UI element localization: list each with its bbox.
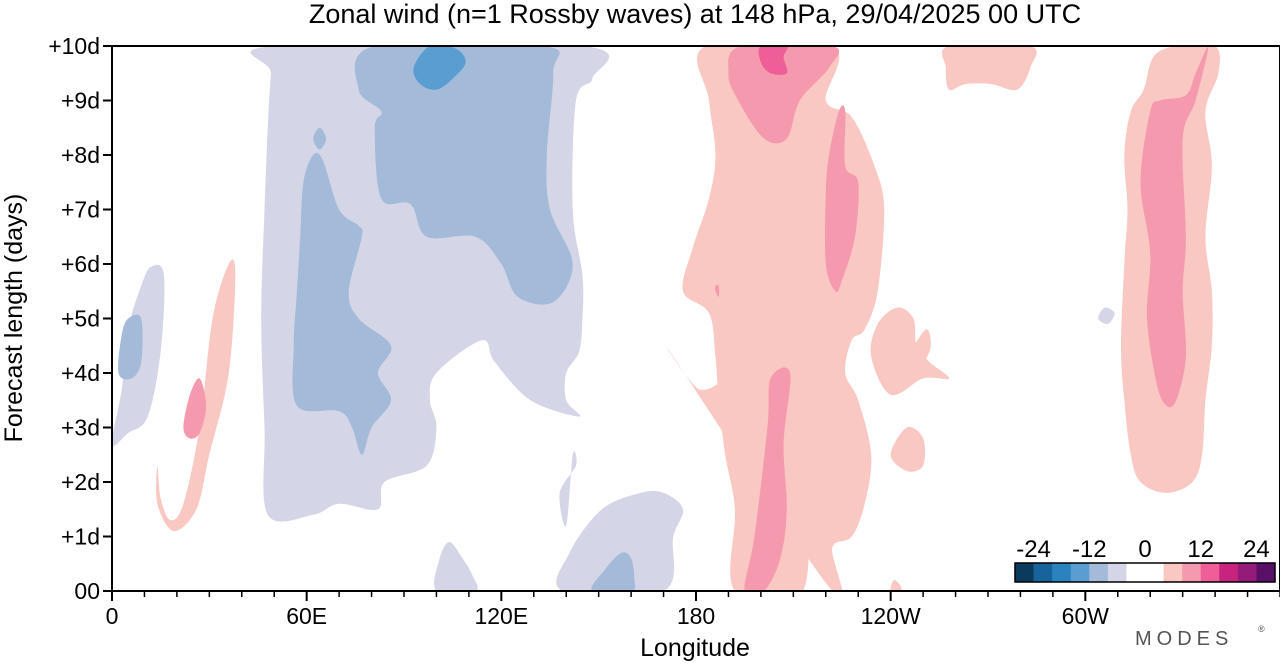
y-axis-label: Forecast length (days) [0, 194, 28, 443]
colorbar-label: 12 [1187, 536, 1214, 563]
colorbar-swatch [1107, 563, 1127, 582]
contour-region-17 [870, 307, 950, 396]
y-tick-label: +7d [61, 197, 100, 223]
colorbar-legend: -24 -12 0 12 24 [1012, 535, 1278, 585]
y-tick-label: 00 [74, 578, 100, 604]
x-axis-label: Longitude [640, 634, 750, 662]
colorbar-swatch [1163, 563, 1183, 582]
y-tick-label: +5d [61, 306, 100, 332]
contour-region-3 [183, 378, 207, 439]
colorbar-swatch [1015, 563, 1035, 582]
y-tick-label: +8d [61, 142, 100, 168]
colorbar-swatch [1033, 563, 1053, 582]
colorbar-frame [1014, 562, 1276, 583]
colorbar-swatch [1070, 563, 1090, 582]
contour-region-6 [354, 46, 573, 305]
modes-logo: MODES ® [1135, 624, 1265, 650]
colorbar-swatch [1182, 563, 1202, 582]
contour-region-23 [744, 367, 791, 591]
contour-region-18 [893, 329, 931, 380]
y-tick-label: +4d [61, 360, 100, 386]
x-axis: 0 60E 120E 180 120W 60W [106, 591, 1280, 629]
contour-region-10 [556, 490, 684, 591]
y-tick-label: +2d [61, 469, 100, 495]
contour-region-27 [758, 46, 788, 75]
contour-region-9 [559, 451, 577, 527]
colorbar-label: -24 [1016, 536, 1051, 563]
y-tick-label: +9d [61, 88, 100, 114]
contour-region-7 [413, 46, 466, 90]
contour-region-22 [1140, 46, 1209, 408]
y-tick-label: +1d [61, 524, 100, 550]
contour-region-28 [890, 579, 902, 591]
svg-text:MODES: MODES [1135, 628, 1233, 650]
colorbar-swatch [1219, 563, 1239, 582]
y-tick-label: +3d [61, 415, 100, 441]
contour-region-19 [890, 426, 926, 472]
contour-region-5 [292, 152, 392, 455]
y-tick-label: +10d [48, 33, 100, 59]
svg-text:®: ® [1258, 624, 1265, 634]
x-tick-label: 120W [861, 603, 921, 629]
contour-fills [112, 46, 1220, 591]
colorbar-swatch [1256, 563, 1276, 582]
contour-region-2 [156, 259, 236, 532]
colorbar-swatch [1200, 563, 1220, 582]
x-tick-label: 60E [286, 603, 327, 629]
x-tick-label: 120E [474, 603, 528, 629]
colorbar-label: 24 [1243, 536, 1270, 563]
contour-region-24 [824, 105, 859, 293]
colorbar-swatch [1126, 563, 1165, 582]
colorbar-swatch [1052, 563, 1072, 582]
y-tick-label: +6d [61, 251, 100, 277]
x-tick-label: 0 [106, 603, 119, 629]
contour-region-14 [1098, 307, 1115, 325]
x-tick-label: 60W [1062, 603, 1110, 629]
contour-region-1 [118, 314, 143, 380]
colorbar-label: -12 [1072, 536, 1107, 563]
y-axis: 00 +1d +2d +3d +4d +5d +6d +7d +8d +9d +10d [48, 33, 112, 604]
contour-region-20 [941, 46, 1037, 91]
colorbar-label: 0 [1138, 536, 1151, 563]
colorbar-swatch [1237, 563, 1257, 582]
chart-title: Zonal wind (n=1 Rossby waves) at 148 hPa… [309, 0, 1081, 29]
contour-region-26 [715, 284, 720, 297]
contour-region-11 [591, 552, 636, 591]
x-tick-label: 180 [677, 603, 715, 629]
contour-region-25 [728, 46, 840, 144]
contour-region-12 [434, 542, 478, 591]
contour-region-8 [313, 127, 327, 150]
colorbar-swatch [1089, 563, 1109, 582]
